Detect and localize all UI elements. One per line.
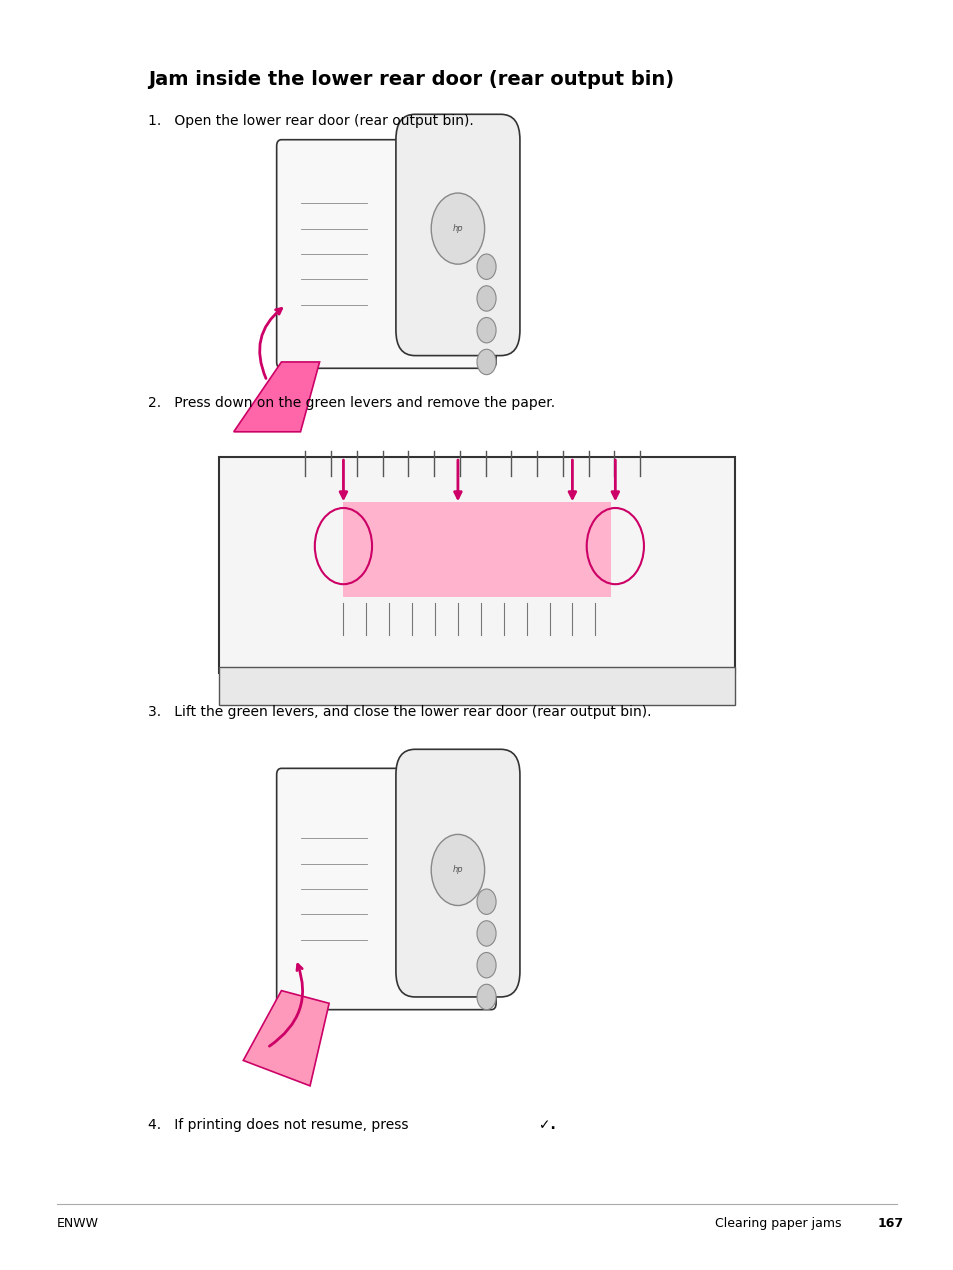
Circle shape	[476, 984, 496, 1010]
Circle shape	[431, 834, 484, 906]
Text: Clearing paper jams: Clearing paper jams	[715, 1217, 841, 1229]
FancyBboxPatch shape	[219, 457, 734, 673]
Circle shape	[431, 193, 484, 264]
Circle shape	[476, 254, 496, 279]
FancyBboxPatch shape	[395, 114, 519, 356]
Circle shape	[476, 286, 496, 311]
Circle shape	[476, 349, 496, 375]
Circle shape	[476, 952, 496, 978]
FancyBboxPatch shape	[276, 768, 496, 1010]
Text: hp: hp	[452, 224, 463, 234]
Polygon shape	[243, 991, 329, 1086]
FancyBboxPatch shape	[219, 667, 734, 705]
Text: Jam inside the lower rear door (rear output bin): Jam inside the lower rear door (rear out…	[148, 70, 673, 89]
FancyBboxPatch shape	[276, 140, 496, 368]
Polygon shape	[233, 362, 319, 432]
Circle shape	[476, 889, 496, 914]
Text: ENWW: ENWW	[57, 1217, 99, 1229]
FancyBboxPatch shape	[343, 502, 610, 597]
Text: 1.   Open the lower rear door (rear output bin).: 1. Open the lower rear door (rear output…	[148, 114, 473, 128]
Circle shape	[476, 921, 496, 946]
Text: 2.   Press down on the green levers and remove the paper.: 2. Press down on the green levers and re…	[148, 396, 555, 410]
Circle shape	[476, 318, 496, 343]
Text: 3.   Lift the green levers, and close the lower rear door (rear output bin).: 3. Lift the green levers, and close the …	[148, 705, 651, 719]
Text: 167: 167	[877, 1217, 902, 1229]
Text: hp: hp	[452, 865, 463, 875]
FancyBboxPatch shape	[395, 749, 519, 997]
Text: ✓.: ✓.	[534, 1118, 556, 1132]
Text: 4.   If printing does not resume, press: 4. If printing does not resume, press	[148, 1118, 408, 1132]
